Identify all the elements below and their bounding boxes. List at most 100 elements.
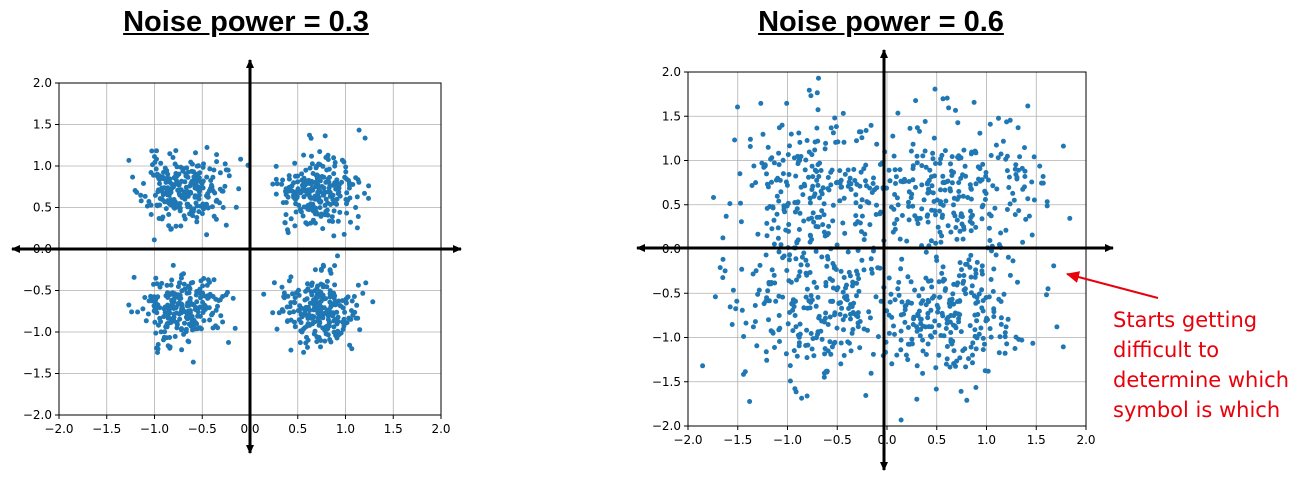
data-point: [288, 216, 294, 222]
data-point: [925, 219, 931, 225]
data-point: [308, 201, 314, 207]
data-point: [184, 303, 190, 309]
data-point: [1002, 330, 1008, 336]
data-point: [808, 93, 814, 99]
data-point: [830, 130, 836, 136]
data-point: [188, 159, 194, 165]
data-point: [273, 163, 279, 169]
data-point: [226, 173, 232, 179]
data-point: [936, 352, 942, 358]
data-point: [914, 153, 920, 159]
data-point: [842, 294, 847, 300]
data-point: [840, 220, 846, 226]
data-point: [285, 293, 291, 299]
data-point: [863, 128, 869, 133]
data-point: [762, 162, 768, 168]
data-point: [794, 200, 800, 206]
data-point: [778, 242, 784, 248]
data-point: [853, 200, 859, 206]
data-point: [347, 342, 353, 348]
data-point: [170, 155, 176, 160]
data-point: [172, 174, 178, 180]
data-point: [954, 236, 960, 242]
data-point: [356, 127, 362, 133]
data-point: [220, 205, 226, 210]
data-point: [891, 153, 897, 159]
data-point: [293, 173, 298, 179]
data-point: [970, 352, 975, 358]
data-point: [946, 300, 952, 306]
data-point: [171, 304, 177, 309]
data-point: [749, 183, 755, 188]
data-point: [307, 189, 313, 195]
data-point: [842, 171, 848, 177]
data-point: [796, 227, 802, 232]
data-point: [204, 145, 210, 150]
data-point: [327, 337, 333, 342]
data-point: [320, 292, 326, 298]
data-point: [878, 298, 884, 304]
data-point: [784, 268, 790, 273]
data-point: [956, 194, 962, 200]
data-point: [874, 202, 879, 208]
data-point: [949, 180, 955, 186]
data-point: [970, 360, 975, 366]
data-point: [213, 216, 219, 222]
data-point: [1020, 186, 1026, 192]
data-point: [329, 214, 335, 220]
y-tick-label: −0.5: [23, 284, 52, 298]
data-point: [325, 307, 331, 313]
data-point: [815, 294, 821, 300]
data-point: [283, 200, 289, 205]
data-point: [942, 277, 947, 283]
data-point: [769, 226, 775, 232]
data-point: [962, 346, 968, 352]
data-point: [821, 374, 827, 380]
data-point: [201, 293, 207, 299]
data-point: [150, 162, 155, 168]
data-point: [905, 274, 911, 280]
data-point: [961, 273, 967, 278]
x-tick-label: 1.0: [336, 422, 355, 436]
data-point: [324, 278, 330, 284]
data-point: [824, 263, 830, 269]
x-tick-label: −1.0: [140, 422, 169, 436]
data-point: [742, 369, 748, 375]
data-point: [948, 313, 954, 318]
data-point: [945, 223, 951, 229]
data-point: [188, 323, 194, 329]
data-point: [819, 254, 825, 260]
data-point: [200, 283, 206, 289]
data-point: [346, 181, 352, 187]
data-point: [153, 275, 159, 281]
data-point: [892, 331, 897, 337]
data-point: [956, 319, 962, 325]
data-point: [720, 275, 726, 281]
data-point: [166, 223, 172, 229]
data-point: [825, 322, 831, 327]
data-point: [354, 302, 360, 308]
data-point: [168, 282, 174, 288]
data-point: [324, 323, 330, 329]
data-point: [804, 138, 810, 143]
data-point: [810, 336, 816, 342]
data-point: [840, 110, 846, 116]
data-point: [279, 181, 285, 187]
data-point: [314, 339, 320, 345]
data-point: [303, 220, 309, 226]
data-point: [1025, 103, 1031, 109]
data-point: [154, 148, 159, 154]
x-tick-label: 2.0: [1076, 433, 1095, 447]
data-point: [919, 206, 925, 212]
data-point: [815, 182, 821, 188]
data-point: [864, 183, 869, 189]
data-point: [302, 297, 308, 303]
data-point: [896, 292, 902, 298]
data-point: [283, 212, 289, 218]
data-point: [1004, 207, 1010, 212]
data-point: [910, 163, 916, 169]
data-point: [804, 393, 810, 399]
data-point: [854, 293, 859, 299]
x-tick-label: −1.5: [92, 422, 121, 436]
data-point: [798, 262, 804, 268]
